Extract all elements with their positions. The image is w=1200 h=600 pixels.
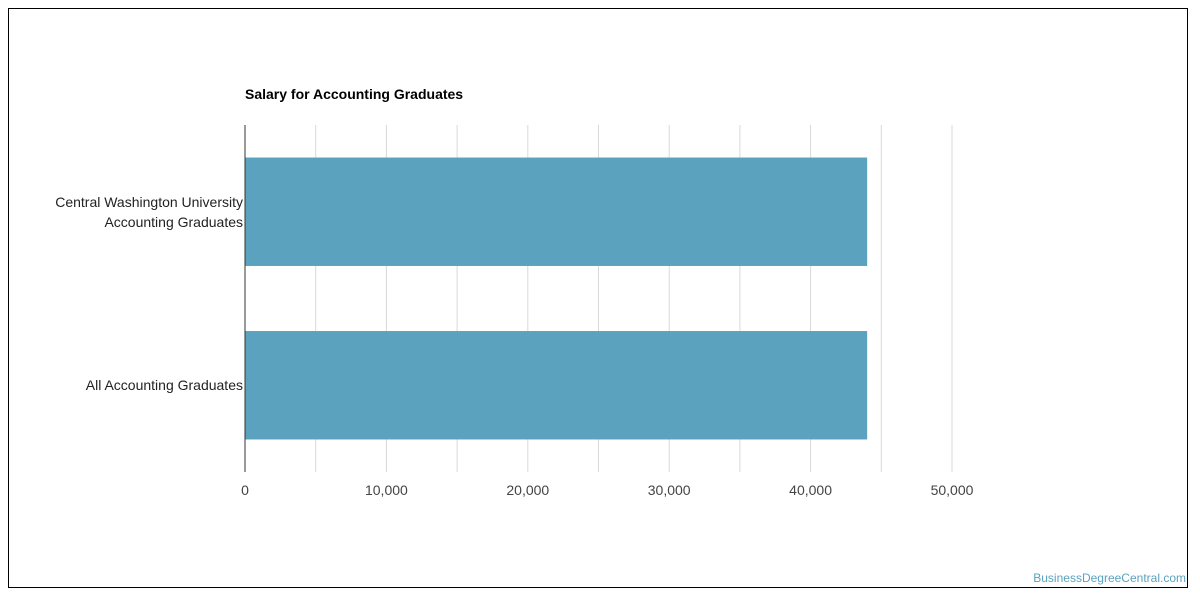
x-tick-label: 40,000 bbox=[789, 482, 833, 498]
watermark: BusinessDegreeCentral.com bbox=[1033, 571, 1186, 585]
chart-title: Salary for Accounting Graduates bbox=[245, 86, 464, 102]
bar bbox=[245, 331, 868, 440]
category-label: All Accounting Graduates bbox=[85, 377, 243, 394]
bar bbox=[245, 157, 868, 266]
x-tick-label: 10,000 bbox=[364, 482, 408, 498]
x-tick-label: 30,000 bbox=[647, 482, 691, 498]
x-tick-label: 20,000 bbox=[506, 482, 550, 498]
x-tick-label: 50,000 bbox=[930, 482, 974, 498]
category-label: Central Washington University Accounting… bbox=[55, 193, 243, 230]
x-tick-label: 0 bbox=[241, 482, 249, 498]
